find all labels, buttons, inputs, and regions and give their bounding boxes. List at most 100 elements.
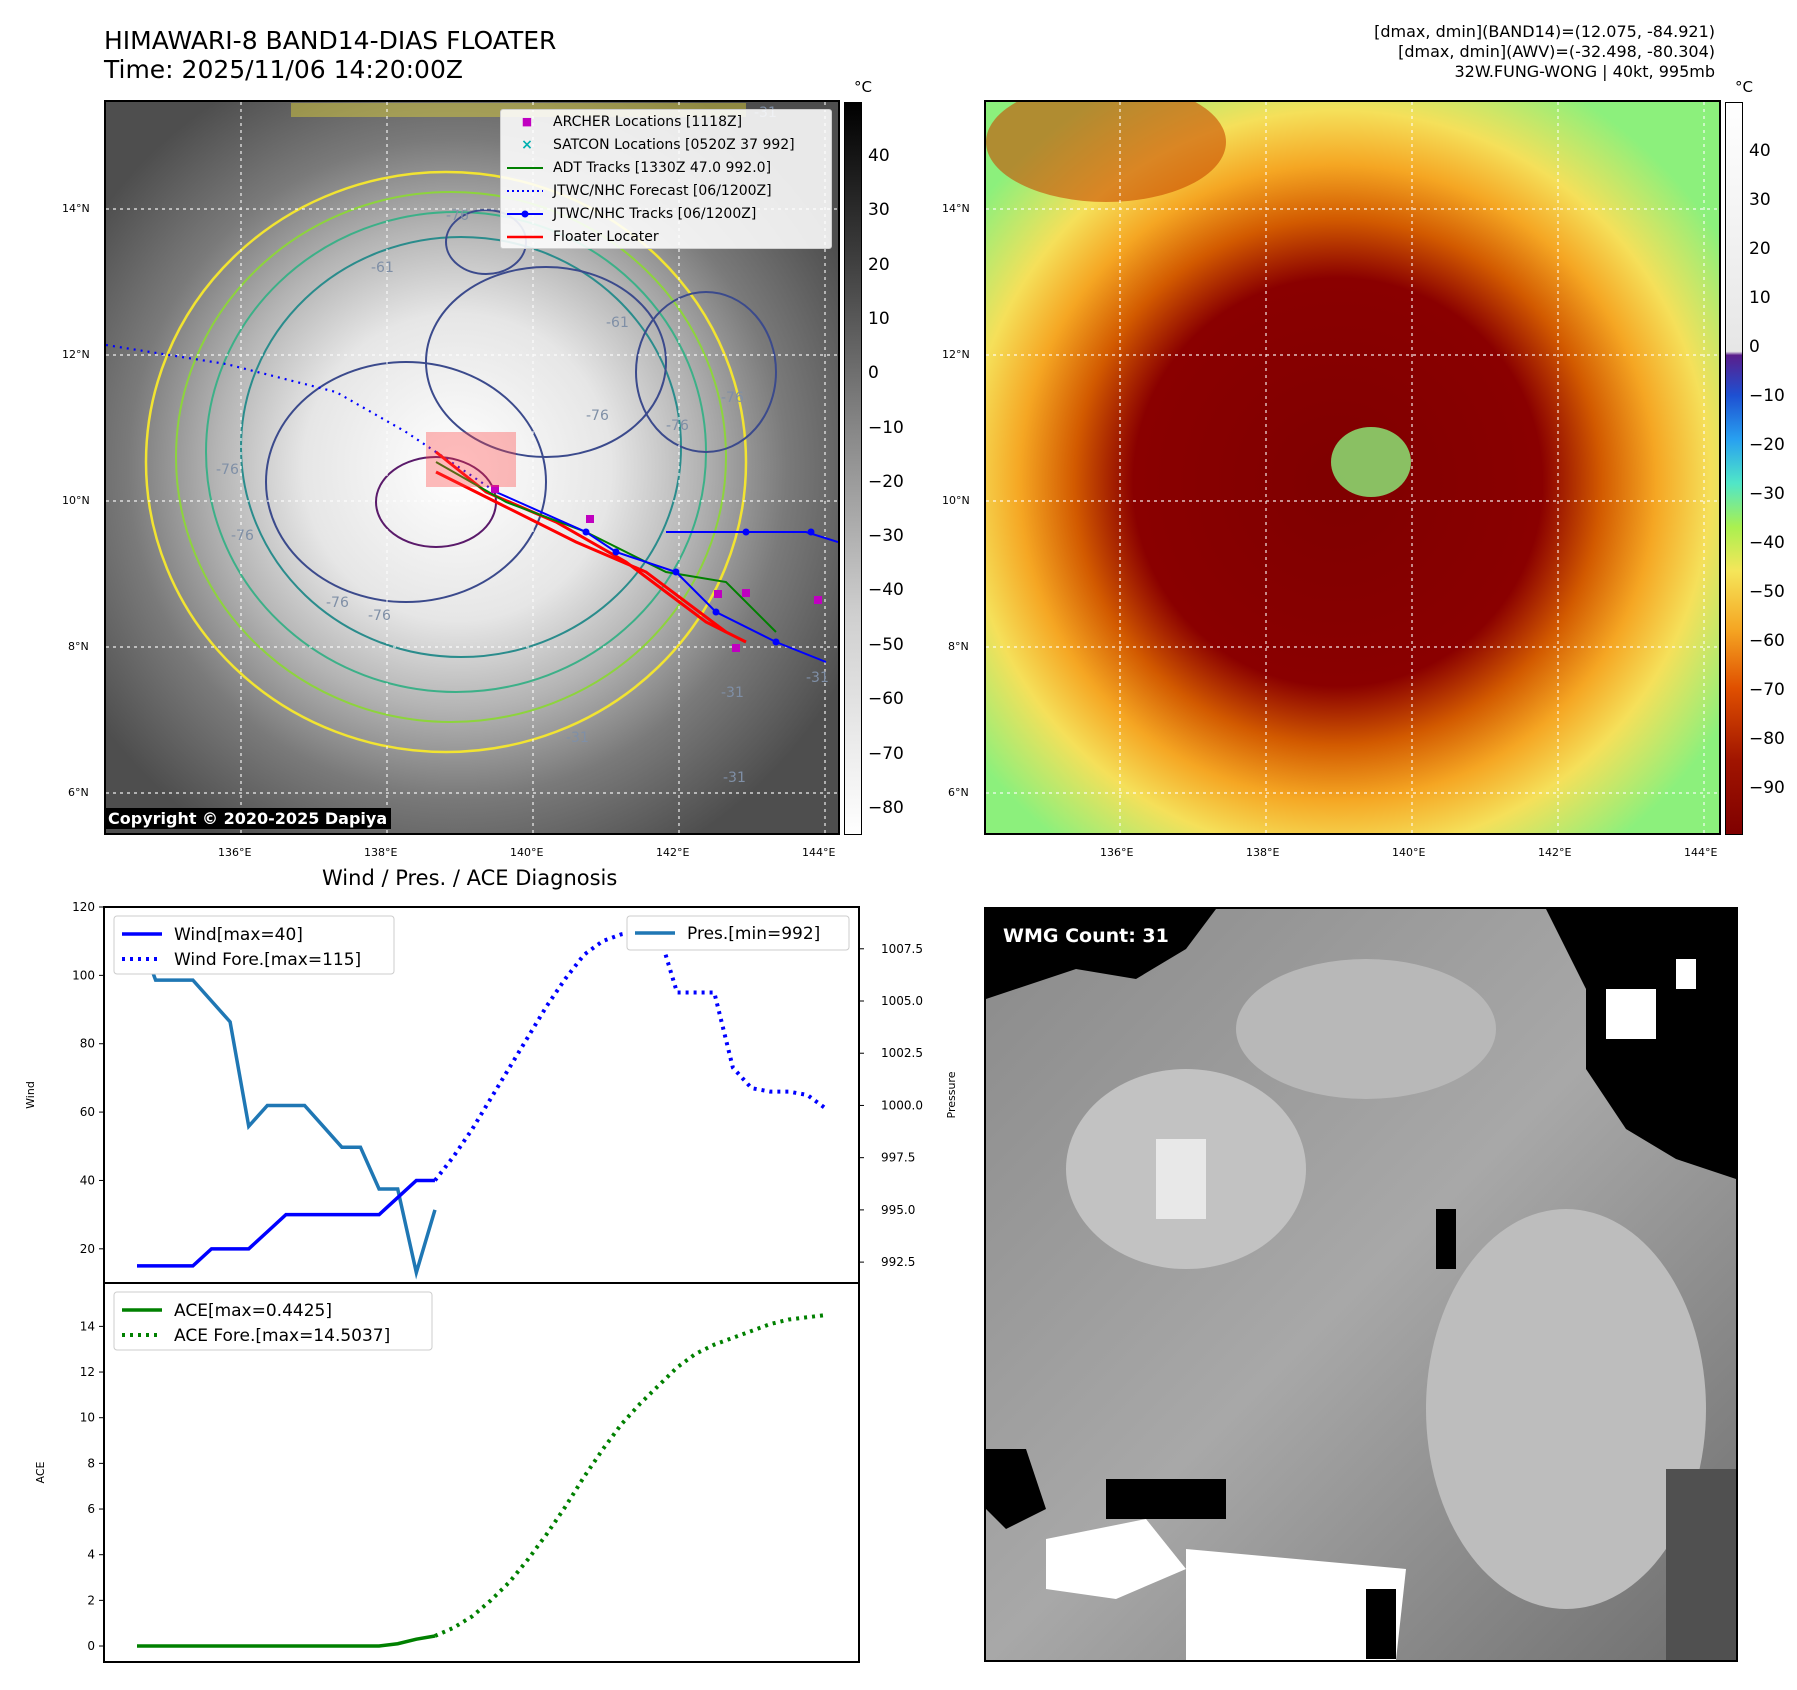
awv-image (986, 102, 1719, 833)
lon-label: 136°E (218, 846, 252, 859)
colorbar-label: 0 (1749, 337, 1760, 357)
legend-item-satcon: × SATCON Locations [0520Z 37 992] (521, 136, 795, 153)
map-legend: ■ ARCHER Locations [1118Z] × SATCON Locati… (500, 109, 832, 249)
colorbar-label: −60 (868, 689, 904, 709)
contour-label: -76 (231, 528, 254, 544)
title-line-2: Time: 2025/11/06 14:20:00Z (104, 55, 463, 84)
colorbar-label: −10 (868, 418, 904, 438)
y-tick-label: 40 (80, 1173, 95, 1187)
contour-label: -76 (326, 595, 349, 611)
pressure-line (135, 929, 437, 1280)
lat-label: 12°N (62, 348, 90, 361)
legend-item-floater: Floater Locater (507, 228, 659, 245)
colorbar-unit: °C (854, 78, 872, 96)
colorbar-label: −40 (1749, 533, 1785, 553)
contour-label: -76 (368, 608, 391, 624)
lat-label: 14°N (62, 202, 90, 215)
legend-item-archer: ■ ARCHER Locations [1118Z] (521, 113, 743, 130)
colorbar-label: 10 (868, 309, 890, 329)
contour-label: -76 (586, 408, 609, 424)
contour-label: -31 (723, 770, 746, 786)
colorbar-label: 40 (868, 146, 890, 166)
colorbar-label: −90 (1749, 778, 1785, 798)
colorbar-label: 40 (1749, 141, 1771, 161)
awv-colorbar (1725, 102, 1743, 835)
colorbar-label: 10 (1749, 288, 1771, 308)
adt-track (435, 461, 777, 633)
info-line-1: [dmax, dmin](BAND14)=(12.075, -84.921) (1374, 22, 1715, 41)
colorbar-label: 20 (1749, 239, 1771, 259)
y-tick-label: 4 (87, 1548, 95, 1562)
y-tick-label: 0 (87, 1639, 95, 1653)
lat-label: 12°N (942, 348, 970, 361)
contour-label: -31 (721, 685, 744, 701)
y-tick-label: 10 (80, 1411, 95, 1425)
y-tick-label-right: 1007.5 (881, 942, 923, 956)
ace-line (137, 1634, 436, 1648)
colorbar-label: −70 (868, 744, 904, 764)
colorbar-label: 20 (868, 255, 890, 275)
colorbar-label: −50 (1749, 582, 1785, 602)
ace-forecast-line (434, 1312, 827, 1638)
contour-label: -31 (806, 670, 829, 686)
wmg-panel (984, 907, 1738, 1662)
colorbar-label: −10 (1749, 386, 1785, 406)
y-tick-label: 60 (80, 1105, 95, 1119)
colorbar-label: −20 (868, 472, 904, 492)
colorbar-label: −50 (868, 635, 904, 655)
wind-legend (113, 915, 395, 975)
archer-markers (491, 485, 822, 652)
wind-line (137, 1178, 435, 1268)
info-line-3: 32W.FUNG-WONG | 40kt, 995mb (1454, 62, 1715, 81)
y-tick-label-right: 1005.0 (881, 994, 923, 1008)
lon-label: 140°E (1392, 846, 1426, 859)
lat-label: 10°N (62, 494, 90, 507)
diagnosis-chart: 20406080100120Wind992.5995.0997.51000.01… (24, 900, 958, 1663)
pressure-legend (626, 915, 850, 951)
contour-label: -76 (216, 462, 239, 478)
colorbar-label: −70 (1749, 680, 1785, 700)
lon-label: 140°E (510, 846, 544, 859)
y-tick-label: 14 (80, 1319, 95, 1333)
y-axis-label-right: Pressure (945, 1071, 958, 1118)
contour-label: -61 (606, 315, 629, 331)
colorbar-label: −60 (1749, 631, 1785, 651)
diagnosis-title: Wind / Pres. / ACE Diagnosis (322, 866, 618, 890)
ace-plot-frame (103, 1282, 860, 1663)
awv-map (984, 100, 1721, 835)
lon-label: 142°E (1538, 846, 1572, 859)
lat-label: 8°N (948, 640, 969, 653)
y-tick-label: 80 (80, 1037, 95, 1051)
y-axis-label: ACE (34, 1461, 47, 1483)
lat-label: 6°N (68, 786, 89, 799)
contour-label: -31 (566, 730, 589, 746)
y-tick-label-right: 1002.5 (881, 1046, 923, 1060)
contour-label: -76 (446, 208, 469, 224)
info-line-2: [dmax, dmin](AWV)=(-32.498, -80.304) (1398, 42, 1715, 61)
y-tick-label: 12 (80, 1365, 95, 1379)
wmg-image (986, 909, 1736, 1660)
y-tick-label-right: 1000.0 (881, 1098, 923, 1112)
y-axis-label: Wind (24, 1081, 37, 1109)
contour-label: -61 (371, 260, 394, 276)
legend-label-wind-forecast: Wind Fore.[max=115] (174, 950, 361, 970)
colorbar-unit: °C (1735, 78, 1753, 96)
copyright-label: Copyright © 2020-2025 Dapiya (104, 808, 392, 829)
colorbar-label: −20 (1749, 435, 1785, 455)
y-tick-label: 8 (87, 1456, 95, 1470)
y-tick-label: 6 (87, 1502, 95, 1516)
lon-label: 136°E (1100, 846, 1134, 859)
colorbar-label: −80 (868, 798, 904, 818)
ace-legend (113, 1291, 433, 1351)
colorbar-label: −40 (868, 580, 904, 600)
lat-label: 14°N (942, 202, 970, 215)
legend-item-adt: ADT Tracks [1330Z 47.0 992.0] (507, 159, 772, 176)
colorbar-label: −30 (1749, 484, 1785, 504)
legend-label-ace-forecast: ACE Fore.[max=14.5037] (174, 1326, 390, 1346)
y-tick-label-right: 992.5 (881, 1255, 915, 1269)
colorbar-label: 30 (1749, 190, 1771, 210)
wmg-count-badge: WMG Count: 31 (996, 922, 1176, 950)
colorbar-label: 30 (868, 200, 890, 220)
y-tick-label: 100 (72, 968, 95, 982)
y-tick-label: 2 (87, 1593, 95, 1607)
